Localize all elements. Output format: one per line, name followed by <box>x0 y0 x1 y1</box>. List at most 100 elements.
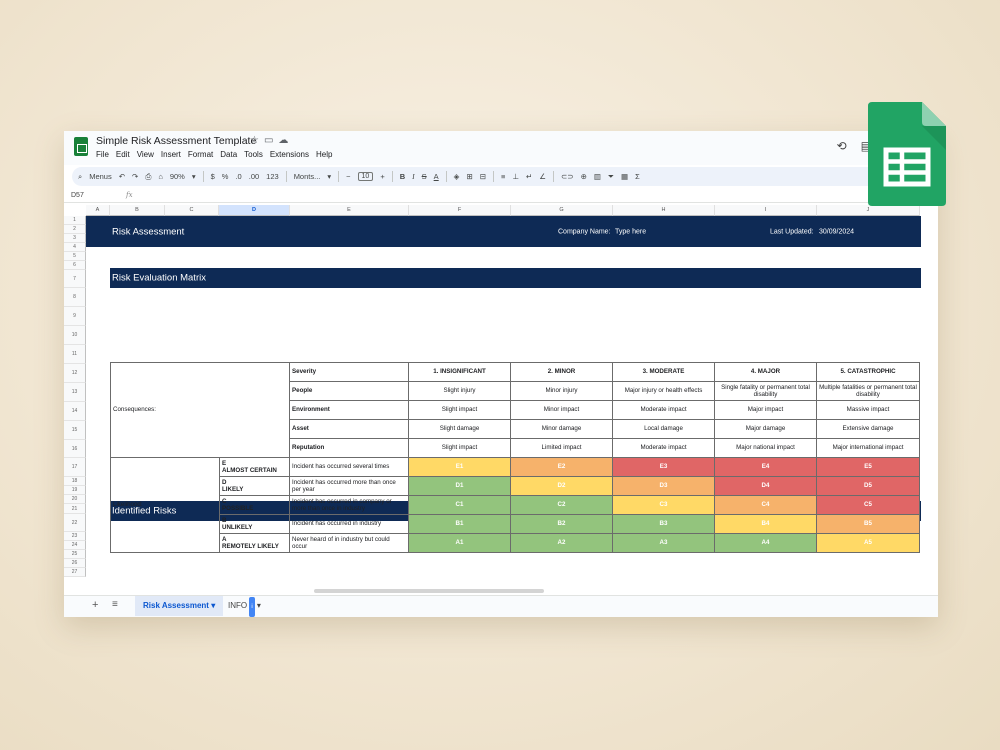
paint-format-icon[interactable]: ⌂ <box>158 172 163 181</box>
risk-rating-cell[interactable]: B1 <box>408 514 511 534</box>
font-size-decrease-button[interactable]: − <box>346 172 351 181</box>
font-size-input[interactable]: 10 <box>357 172 374 181</box>
risk-rating-cell[interactable]: E3 <box>612 457 715 477</box>
column-header-a[interactable]: A <box>86 205 110 216</box>
consequence-description[interactable]: Major international impact <box>816 438 920 458</box>
row-header-2[interactable]: 2 <box>64 225 86 234</box>
risk-rating-cell[interactable]: D1 <box>408 476 511 496</box>
chevron-down-icon[interactable]: ▾ <box>191 172 196 181</box>
menu-item-file[interactable]: File <box>96 150 109 159</box>
redo-icon[interactable]: ↷ <box>132 172 139 181</box>
print-icon[interactable]: ⎙ <box>145 171 152 181</box>
consequence-description[interactable]: Minor injury <box>510 381 613 401</box>
consequence-description[interactable]: Limited impact <box>510 438 613 458</box>
consequence-description[interactable]: Multiple fatalities or permanent total d… <box>816 381 920 401</box>
likelihood-description[interactable]: Incident has occurred more than once per… <box>289 476 409 496</box>
row-header-13[interactable]: 13 <box>64 383 86 402</box>
column-header-j[interactable]: J <box>817 205 920 216</box>
consequence-description[interactable]: Extensive damage <box>816 419 920 439</box>
menus-search[interactable]: Menus <box>89 172 112 181</box>
row-header-1[interactable]: 1 <box>64 216 86 225</box>
risk-rating-cell[interactable]: C3 <box>612 495 715 515</box>
column-header-b[interactable]: B <box>110 205 165 216</box>
risk-rating-cell[interactable]: D3 <box>612 476 715 496</box>
document-title[interactable]: Simple Risk Assessment Template <box>96 135 257 147</box>
filter-icon[interactable]: ⏷ <box>607 171 614 181</box>
functions-icon[interactable]: Σ <box>635 172 640 181</box>
consequence-description[interactable]: Slight damage <box>408 419 511 439</box>
row-header-19[interactable]: 19 <box>64 486 86 495</box>
row-header-9[interactable]: 9 <box>64 307 86 326</box>
tab-risk-assessment[interactable]: Risk Assessment ▾ <box>135 596 224 616</box>
row-header-6[interactable]: 6 <box>64 261 86 270</box>
likelihood-description[interactable]: Incident has occurred several times <box>289 457 409 477</box>
consequence-description[interactable]: Massive impact <box>816 400 920 420</box>
text-wrap-icon[interactable]: ↵ <box>525 172 533 181</box>
risk-rating-cell[interactable]: B2 <box>510 514 613 534</box>
menu-item-edit[interactable]: Edit <box>115 150 130 159</box>
font-size-increase-button[interactable]: + <box>380 172 385 181</box>
risk-rating-cell[interactable]: A2 <box>510 533 613 553</box>
risk-rating-cell[interactable]: E5 <box>816 457 920 477</box>
undo-icon[interactable]: ↶ <box>118 172 126 181</box>
row-header-17[interactable]: 17 <box>64 458 86 477</box>
row-header-18[interactable]: 18 <box>64 477 86 486</box>
consequence-description[interactable]: Minor impact <box>510 400 613 420</box>
merge-cells-icon[interactable]: ⊟ <box>479 172 487 181</box>
percent-format-button[interactable]: % <box>221 172 229 181</box>
insert-chart-icon[interactable]: ▥ <box>593 172 601 181</box>
decrease-decimal-button[interactable]: .0 <box>235 172 242 181</box>
row-header-5[interactable]: 5 <box>64 252 86 261</box>
likelihood-description[interactable]: Incident has occurred in company or more… <box>289 495 409 515</box>
row-header-10[interactable]: 10 <box>64 326 86 345</box>
font-select[interactable]: Monts... <box>293 172 321 181</box>
risk-rating-cell[interactable]: D4 <box>714 476 817 496</box>
column-header-f[interactable]: F <box>409 205 511 216</box>
row-header-21[interactable]: 21 <box>64 504 86 514</box>
menu-item-view[interactable]: View <box>136 150 154 159</box>
row-header-26[interactable]: 26 <box>64 559 86 568</box>
risk-rating-cell[interactable]: A5 <box>816 533 920 553</box>
risk-rating-cell[interactable]: E2 <box>510 457 613 477</box>
column-header-i[interactable]: I <box>715 205 817 216</box>
row-header-3[interactable]: 3 <box>64 234 86 243</box>
risk-rating-cell[interactable]: D2 <box>510 476 613 496</box>
risk-rating-cell[interactable]: B5 <box>816 514 920 534</box>
cloud-status-icon[interactable]: ☁ <box>278 135 294 146</box>
row-header-23[interactable]: 23 <box>64 532 86 541</box>
row-header-15[interactable]: 15 <box>64 421 86 440</box>
row-header-11[interactable]: 11 <box>64 345 86 364</box>
insert-link-icon[interactable]: ⊂⊃ <box>561 172 574 181</box>
risk-rating-cell[interactable]: B4 <box>714 514 817 534</box>
sheet-grid[interactable]: Risk Assessment Company Name: Type here … <box>64 205 938 591</box>
likelihood-description[interactable]: Never heard of in industry but could occ… <box>289 533 409 553</box>
move-folder-icon[interactable]: ▭ <box>263 135 279 146</box>
text-rotation-icon[interactable]: ∠ <box>539 172 547 181</box>
consequence-description[interactable]: Moderate impact <box>612 400 715 420</box>
strikethrough-icon[interactable]: S <box>421 172 427 181</box>
risk-rating-cell[interactable]: D5 <box>816 476 920 496</box>
row-header-24[interactable]: 24 <box>64 541 86 550</box>
row-header-14[interactable]: 14 <box>64 402 86 421</box>
risk-rating-cell[interactable]: E4 <box>714 457 817 477</box>
row-header-20[interactable]: 20 <box>64 495 86 504</box>
borders-icon[interactable]: ⊞ <box>466 172 473 181</box>
sheets-doc-icon[interactable] <box>74 137 88 156</box>
last-updated-value[interactable]: 30/09/2024 <box>819 228 855 235</box>
row-header-12[interactable]: 12 <box>64 364 86 383</box>
risk-rating-cell[interactable]: C5 <box>816 495 920 515</box>
currency-format-button[interactable]: $ <box>210 172 215 181</box>
risk-rating-cell[interactable]: A3 <box>612 533 715 553</box>
risk-rating-cell[interactable]: A1 <box>408 533 511 553</box>
consequence-description[interactable]: Major injury or health effects <box>612 381 715 401</box>
row-header-8[interactable]: 8 <box>64 288 86 307</box>
consequence-description[interactable]: Major impact <box>714 400 817 420</box>
number-format-button[interactable]: 123 <box>266 172 279 181</box>
add-sheet-icon[interactable]: + <box>92 599 99 611</box>
risk-rating-cell[interactable]: A4 <box>714 533 817 553</box>
fill-color-icon[interactable]: ◈ <box>453 172 460 181</box>
risk-rating-cell[interactable]: B3 <box>612 514 715 534</box>
risk-rating-cell[interactable]: E1 <box>408 457 511 477</box>
star-icon[interactable]: ☆ <box>250 135 264 146</box>
likelihood-description[interactable]: Incident has occurred in industry <box>289 514 409 534</box>
